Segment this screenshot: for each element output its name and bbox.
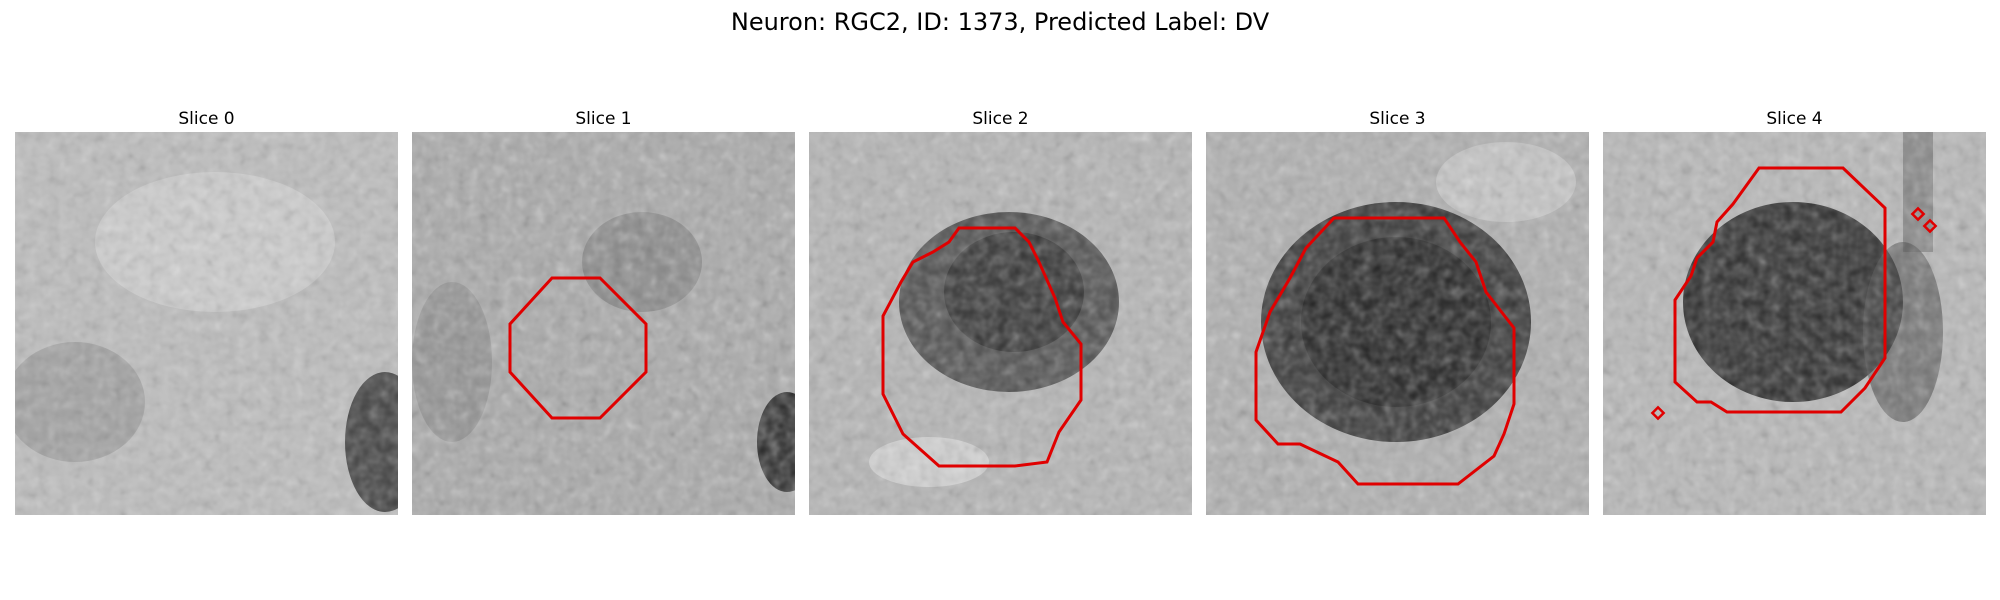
slice-title: Slice 4 (1766, 109, 1823, 129)
slice-image-2 (809, 132, 1192, 515)
slice-title: Slice 3 (1369, 109, 1426, 129)
slice-image-3 (1206, 132, 1589, 515)
slice-panel-3: Slice 3 (1206, 106, 1589, 515)
slice-panel-4: Slice 4 (1603, 106, 1986, 515)
slice-image-0 (15, 132, 398, 515)
slice-panel-2: Slice 2 (809, 106, 1192, 515)
slice-panel-1: Slice 1 (412, 106, 795, 515)
figure-title: Neuron: RGC2, ID: 1373, Predicted Label:… (730, 8, 1270, 36)
slice-panel-0: Slice 0 (15, 106, 398, 515)
slice-image-4 (1603, 132, 1986, 515)
contour-fragment (1922, 218, 1938, 234)
segmentation-contour (881, 226, 1083, 468)
slice-image-1 (412, 132, 795, 515)
slice-title: Slice 2 (972, 109, 1029, 129)
segmentation-contour (508, 276, 648, 420)
slice-title: Slice 0 (178, 109, 235, 129)
slice-title: Slice 1 (575, 109, 632, 129)
segmentation-contour (1254, 216, 1516, 486)
contour-fragment (1650, 405, 1666, 421)
contour-fragment (1910, 206, 1926, 222)
segmentation-contour (1673, 166, 1887, 414)
